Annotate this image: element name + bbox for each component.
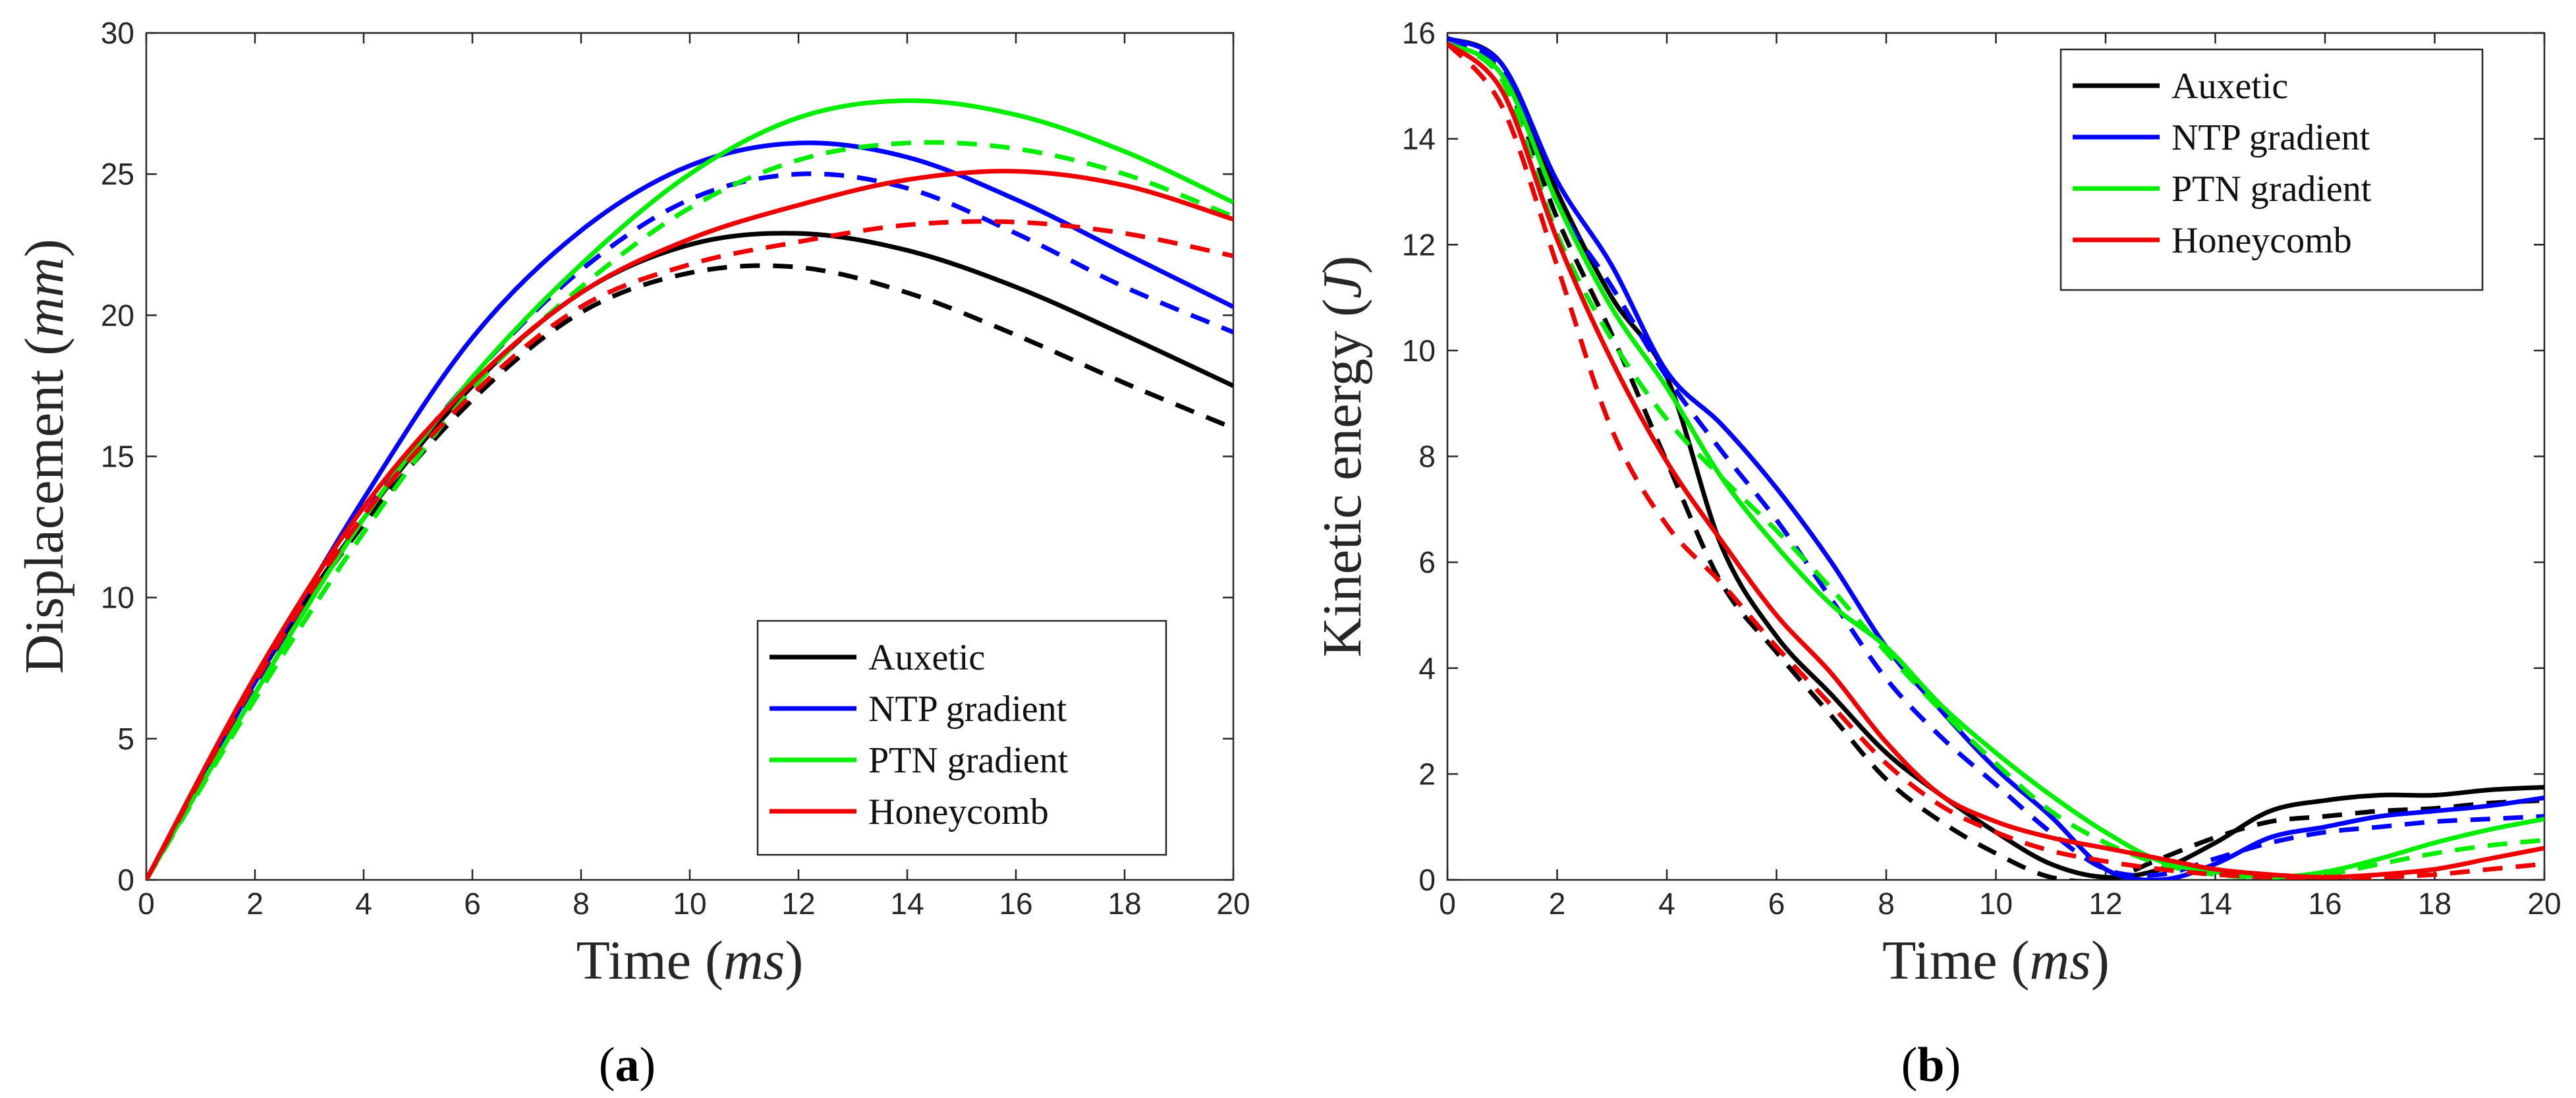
y-axis-unit: mm xyxy=(14,257,75,337)
y-tick-label: 8 xyxy=(1418,440,1436,474)
x-axis-paren: ) xyxy=(785,930,803,991)
x-axis-unit: ms xyxy=(723,930,785,991)
y-tick-label: 16 xyxy=(1402,16,1436,50)
series-line-ptn-gradient-solid xyxy=(1447,41,2544,880)
legend-entry-label: Auxetic xyxy=(2171,66,2288,107)
series-lines xyxy=(146,98,1233,880)
legend-entry-label: NTP gradient xyxy=(2171,117,2370,158)
x-axis-unit: ms xyxy=(2029,930,2090,991)
legend-entry-label: Honeycomb xyxy=(2171,220,2352,261)
x-tick-label: 16 xyxy=(999,886,1032,921)
x-tick-label: 18 xyxy=(1107,886,1141,921)
x-tick-label: 14 xyxy=(890,886,924,921)
x-tick-label: 14 xyxy=(2198,886,2232,921)
x-tick-label: 6 xyxy=(464,886,481,921)
x-tick-label: 18 xyxy=(2418,886,2451,921)
y-tick-label: 30 xyxy=(101,16,134,50)
x-tick-label: 2 xyxy=(1549,886,1566,921)
legend-box xyxy=(756,620,1167,856)
x-axis-label: Time (ms) xyxy=(1882,930,2110,991)
y-axis-label: Kinetic energy (J) xyxy=(1312,256,1373,658)
series-line-honeycomb-solid xyxy=(1447,42,2544,880)
legend-entry-label: Auxetic xyxy=(868,637,985,678)
panel-caption: (a) xyxy=(599,1038,656,1092)
legend-box xyxy=(2059,48,2484,291)
x-tick-label: 8 xyxy=(1878,886,1895,921)
x-tick-label: 10 xyxy=(1979,886,2013,921)
series-line-ptn-gradient-solid xyxy=(146,98,1233,880)
legend-entry-label: PTN gradient xyxy=(868,740,1069,781)
panel-caption-letter: a xyxy=(615,1038,640,1092)
y-axis-paren: ) xyxy=(14,239,75,257)
x-tick-label: 8 xyxy=(573,886,590,921)
y-tick-label: 0 xyxy=(1418,863,1436,897)
y-tick-label: 0 xyxy=(117,863,134,897)
x-tick-label: 0 xyxy=(138,886,155,921)
y-tick-label: 25 xyxy=(101,157,134,191)
x-tick-label: 12 xyxy=(2088,886,2122,921)
panel-caption-paren: ) xyxy=(640,1038,656,1092)
x-tick-label: 12 xyxy=(781,886,815,921)
x-tick-label: 20 xyxy=(1216,886,1250,921)
y-tick-label: 20 xyxy=(101,298,134,332)
legend-entry-label: Honeycomb xyxy=(868,792,1049,832)
series-line-ntp-gradient-dashed xyxy=(1447,41,2544,878)
y-tick-label: 14 xyxy=(1402,122,1436,156)
legend: Auxetic NTP gradient PTN gradient Honeycomb xyxy=(756,620,1167,856)
x-axis-paren: ) xyxy=(2091,930,2110,991)
panel-caption: (b) xyxy=(1901,1038,1961,1092)
x-tick-label: 16 xyxy=(2308,886,2341,921)
y-tick-label: 12 xyxy=(1402,227,1436,262)
x-axis-label: Time (ms) xyxy=(576,930,804,991)
legend-entry-label: PTN gradient xyxy=(2171,169,2372,210)
x-tick-label: 2 xyxy=(246,886,264,921)
x-tick-label: 0 xyxy=(1439,886,1456,921)
y-axis-unit: J xyxy=(1312,272,1373,299)
series-line-honeycomb-dashed xyxy=(1447,42,2544,880)
series-line-ptn-gradient-dashed xyxy=(1447,41,2544,880)
y-tick-label: 6 xyxy=(1418,545,1436,579)
y-tick-label: 5 xyxy=(117,722,134,756)
y-axis-paren: ) xyxy=(1312,256,1373,274)
x-tick-label: 10 xyxy=(673,886,706,921)
x-tick-label: 6 xyxy=(1768,886,1785,921)
series-lines xyxy=(1447,36,2544,880)
y-tick-label: 4 xyxy=(1418,651,1436,685)
y-axis-label: Displacement (mm) xyxy=(14,239,75,674)
series-line-ptn-gradient-dashed xyxy=(146,140,1233,880)
y-tick-label: 10 xyxy=(1402,333,1436,368)
x-tick-label: 20 xyxy=(2527,886,2561,921)
panel-b-chart: 0 2 4 6 8 10 12 14 16 18 20 0 2 4 6 8 10 12 14 16 Auxetic NTP… xyxy=(1312,16,2562,1092)
legend-entry-label: NTP gradient xyxy=(868,689,1067,730)
x-tick-label: 4 xyxy=(355,886,372,921)
panel-caption-paren: ) xyxy=(1945,1038,1961,1092)
y-tick-label: 2 xyxy=(1418,757,1436,791)
series-line-honeycomb-solid xyxy=(146,169,1233,880)
panel-caption-letter: b xyxy=(1917,1038,1944,1092)
panel-a-chart: 0 2 4 6 8 10 12 14 16 18 20 0 5 10 15 20 25 30 Auxetic NTP … xyxy=(14,16,1250,1092)
series-line-auxetic-dashed xyxy=(1447,41,2544,880)
legend: Auxetic NTP gradient PTN gradient Honeycomb xyxy=(2059,48,2484,291)
y-tick-label: 10 xyxy=(101,581,134,615)
x-tick-label: 4 xyxy=(1658,886,1675,921)
y-tick-label: 15 xyxy=(101,440,134,474)
